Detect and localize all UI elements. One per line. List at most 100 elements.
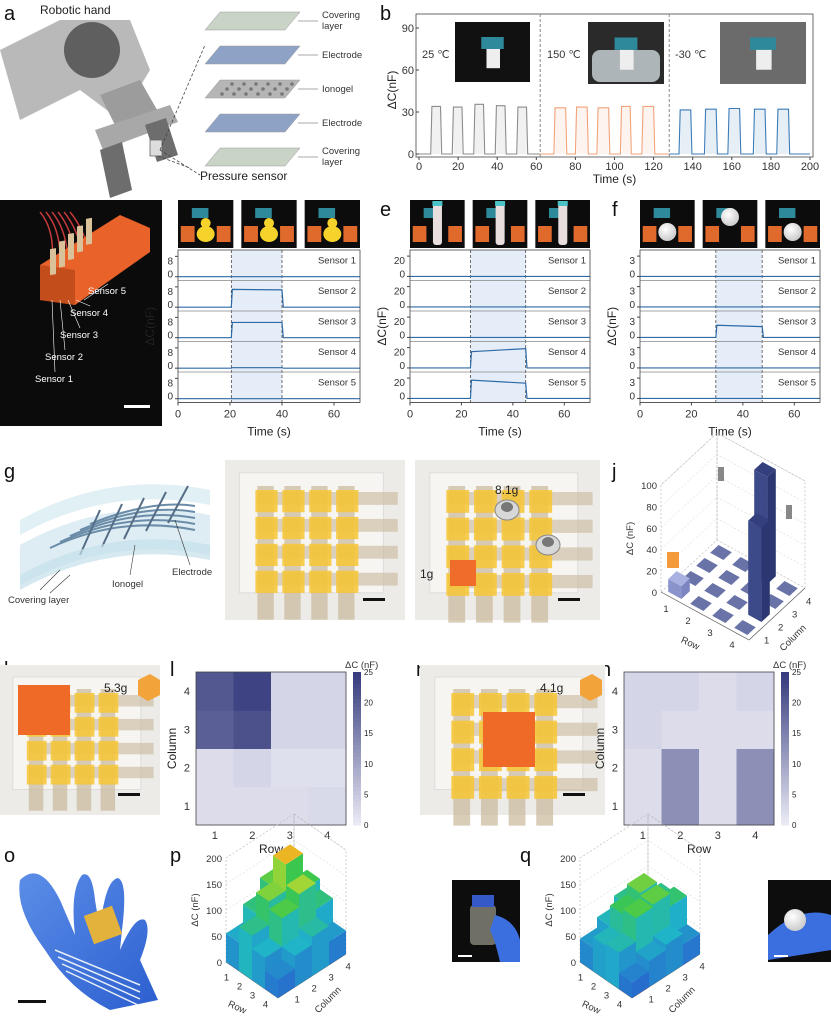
robot-motor xyxy=(255,208,272,218)
y-tick-label: 20 xyxy=(394,317,406,328)
heat-cell-r4-c2 xyxy=(736,748,775,788)
row-tick-label: 4 xyxy=(729,640,734,651)
electrode-strip xyxy=(101,503,123,548)
panel-label-b: b xyxy=(380,3,391,25)
pulse-fill xyxy=(705,109,717,154)
bar-front-face xyxy=(329,930,346,965)
bar-top-face xyxy=(734,620,756,635)
scale-bar xyxy=(363,598,385,601)
ionogel-bump xyxy=(225,87,229,91)
sensor-pixel xyxy=(473,545,497,569)
ionogel-bump xyxy=(278,82,282,86)
bar-top-face xyxy=(286,874,316,895)
x-tick-label: 0 xyxy=(416,161,422,173)
gripper-finger xyxy=(768,226,782,242)
x-axis-label: Time (s) xyxy=(593,172,637,186)
bar-top-face xyxy=(593,926,623,947)
centrifuge-tube xyxy=(495,203,505,245)
x-tick-label: 40 xyxy=(507,409,519,421)
colorbar-tick-label: 25 xyxy=(792,668,801,677)
ionogel-bump xyxy=(273,87,277,91)
bar-front-face xyxy=(632,971,649,998)
gripper-finger xyxy=(244,226,258,242)
sensor-pixel xyxy=(98,716,119,737)
panel-label-j: j xyxy=(611,461,616,483)
z-gridline xyxy=(660,475,806,528)
y-tick-label: 1 xyxy=(184,801,190,813)
sensor-pixel xyxy=(501,545,525,569)
ionogel-label: Ionogel xyxy=(112,579,143,590)
colorbar-segment xyxy=(353,821,361,826)
weight-marker-icon xyxy=(718,467,724,481)
sensor-legend: Sensor 4 xyxy=(778,347,816,358)
sensor-label: Sensor 2 xyxy=(45,352,83,363)
ionogel-bump xyxy=(249,87,253,91)
robot-motor xyxy=(779,208,796,218)
panel-p-bottle-photo xyxy=(452,880,520,962)
colorbar-tick-label: 10 xyxy=(364,760,373,769)
ionogel-bump xyxy=(280,92,284,96)
sensor-pixel xyxy=(446,517,470,541)
y-axis-label: Column xyxy=(593,728,607,769)
y-tick-label: 3 xyxy=(612,724,618,736)
sensor-pixel xyxy=(98,740,119,761)
robotic-hand-label: Robotic hand xyxy=(40,3,111,17)
x-tick-label: 60 xyxy=(530,161,542,173)
sensor-cell xyxy=(77,225,83,253)
bar-side-face xyxy=(748,520,762,622)
x-tick-label: 2 xyxy=(677,830,683,842)
sensor-pixel xyxy=(473,490,497,513)
y-tick-label: 3 xyxy=(629,378,635,389)
electrode-strip xyxy=(49,524,196,549)
bar-r1-c4 xyxy=(710,545,732,560)
y-tick-label: 0 xyxy=(167,300,173,311)
colorbar-segment xyxy=(781,725,789,730)
electrode-strip xyxy=(79,509,101,556)
colorbar-segment xyxy=(781,683,789,688)
heat-cell-r3-c1 xyxy=(699,786,737,826)
z-tick-label: 50 xyxy=(211,932,222,943)
heat-cell-r1-c1 xyxy=(196,786,234,826)
row-tick-label: 4 xyxy=(263,1000,268,1011)
heat-cell-r2-c4 xyxy=(661,672,700,711)
row-axis-label: Row xyxy=(580,999,602,1017)
heat-cell-r4-c4 xyxy=(736,672,775,711)
sensor-pixel xyxy=(534,720,558,744)
sensor-patch xyxy=(756,49,772,70)
colorbar-segment xyxy=(353,767,361,772)
cube-icon xyxy=(580,674,602,701)
panel-label-n: n xyxy=(600,659,611,681)
x-tick-label: 100 xyxy=(605,161,623,173)
y-tick-label: 0 xyxy=(629,330,635,341)
sensor-pixel xyxy=(309,516,332,540)
bar-side-face xyxy=(265,970,278,998)
ionogel-bump xyxy=(220,92,224,96)
x-tick-label: 180 xyxy=(762,161,780,173)
column-tick-label: 1 xyxy=(764,636,769,647)
gripper-finger xyxy=(216,226,231,242)
bar-front-face xyxy=(295,944,312,987)
y-tick-label: 8 xyxy=(167,256,173,267)
layer-label: Covering xyxy=(322,10,360,21)
colorbar-tick-label: 15 xyxy=(364,729,373,738)
x-axis-label: Time (s) xyxy=(708,425,752,439)
robot-motor xyxy=(750,37,776,50)
gripper-finger xyxy=(412,226,427,242)
x-tick-label: 160 xyxy=(723,161,741,173)
y-tick-label: 3 xyxy=(629,287,635,298)
heat-cell-r4-c4 xyxy=(308,672,347,711)
gripper-finger xyxy=(573,226,588,242)
sensor-label: Sensor 4 xyxy=(70,308,108,319)
ionogel-bump xyxy=(254,82,258,86)
colorbar-segment xyxy=(781,790,789,795)
bar-front-face xyxy=(761,520,770,622)
callout-lines xyxy=(39,519,191,594)
sensor-pixel xyxy=(309,490,332,513)
sensor-pixel xyxy=(336,490,359,513)
colorbar-label: ΔC (nF) xyxy=(773,660,806,671)
bar-top-face xyxy=(606,932,636,953)
weight-label-4-1g: 4.1g xyxy=(540,681,563,695)
bar-r4-c1 xyxy=(734,620,756,635)
colorbar-tick-label: 5 xyxy=(364,790,369,799)
heat-cell-r4-c3 xyxy=(736,710,775,749)
